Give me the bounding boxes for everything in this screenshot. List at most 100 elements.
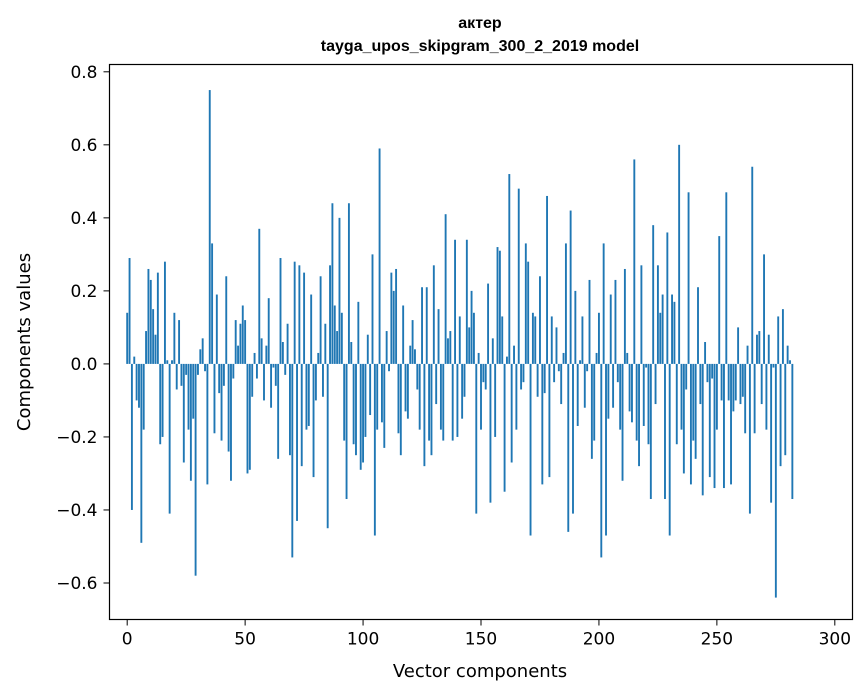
- bar: [331, 203, 334, 364]
- bar: [338, 217, 341, 364]
- bar: [215, 294, 218, 364]
- bar: [371, 254, 374, 364]
- bar: [130, 363, 133, 510]
- bar: [635, 363, 638, 441]
- bar: [260, 338, 263, 364]
- bar: [458, 316, 461, 364]
- bar: [437, 309, 440, 364]
- y-tick-label: −0.6: [56, 574, 97, 594]
- bar: [543, 363, 546, 394]
- bar: [239, 323, 242, 364]
- bar: [548, 363, 551, 478]
- bar: [248, 363, 251, 470]
- bar: [270, 363, 273, 408]
- bar: [649, 363, 652, 500]
- bar: [550, 316, 553, 364]
- bar: [378, 148, 381, 364]
- bar: [317, 352, 320, 364]
- bar: [654, 363, 657, 405]
- bar: [539, 276, 541, 364]
- bar: [333, 305, 336, 364]
- bar: [779, 363, 782, 467]
- bar: [345, 363, 348, 500]
- bar: [135, 363, 138, 401]
- bar: [701, 363, 704, 496]
- bar: [208, 90, 211, 364]
- bar: [418, 363, 421, 430]
- bar: [166, 360, 169, 364]
- bar: [173, 312, 176, 364]
- bar: [515, 363, 518, 430]
- bar: [296, 363, 298, 521]
- bar: [723, 363, 725, 489]
- bar: [314, 363, 317, 401]
- x-tick-label: 300: [819, 630, 851, 650]
- bar: [732, 363, 735, 412]
- bar: [258, 228, 261, 364]
- bar: [546, 195, 548, 364]
- bar: [355, 363, 357, 456]
- bar: [154, 334, 157, 364]
- bar: [569, 210, 572, 364]
- bar: [428, 363, 431, 441]
- bar: [300, 363, 303, 467]
- bar: [390, 272, 393, 364]
- bar: [576, 363, 579, 426]
- bar: [253, 352, 256, 364]
- bar: [564, 243, 567, 364]
- bar: [682, 363, 685, 474]
- bar: [725, 192, 728, 364]
- x-axis-label: Vector components: [393, 661, 567, 682]
- bar: [572, 363, 574, 514]
- bar: [456, 363, 459, 437]
- bar: [597, 312, 600, 364]
- bar: [715, 363, 718, 430]
- bar: [347, 203, 350, 364]
- bar: [444, 214, 447, 364]
- bar: [628, 363, 631, 412]
- bar: [227, 363, 230, 452]
- bar: [744, 363, 747, 434]
- bar: [616, 363, 619, 383]
- bar: [760, 363, 763, 405]
- bar: [605, 363, 607, 536]
- bar: [388, 363, 390, 372]
- bar: [496, 247, 499, 364]
- bar: [397, 363, 400, 434]
- bar: [423, 363, 426, 467]
- bar: [385, 331, 388, 364]
- bar: [234, 320, 237, 364]
- bar: [664, 363, 666, 500]
- bar: [680, 363, 683, 430]
- bar: [734, 363, 737, 401]
- bar: [513, 345, 515, 364]
- bar: [642, 363, 645, 426]
- bar: [522, 363, 525, 383]
- bar: [508, 174, 511, 364]
- bar: [225, 276, 228, 364]
- bar: [638, 363, 640, 467]
- bar: [373, 363, 376, 536]
- bar: [145, 331, 148, 364]
- bar: [697, 287, 699, 364]
- bar: [336, 331, 339, 364]
- x-tick-label: 250: [701, 630, 733, 650]
- bar: [291, 363, 294, 558]
- bar: [350, 342, 353, 364]
- bar: [326, 363, 329, 529]
- bar: [465, 239, 468, 364]
- bar: [647, 363, 650, 445]
- bar: [763, 254, 765, 364]
- bar: [619, 363, 622, 430]
- bar: [494, 363, 497, 437]
- bar: [720, 363, 723, 401]
- bar: [263, 363, 265, 401]
- bar: [402, 305, 405, 364]
- bar: [352, 363, 355, 445]
- y-tick-label: −0.2: [56, 428, 97, 448]
- bar: [506, 356, 508, 364]
- bar: [255, 363, 258, 379]
- bar: [159, 363, 162, 445]
- bar: [211, 243, 214, 364]
- bar: [614, 279, 617, 364]
